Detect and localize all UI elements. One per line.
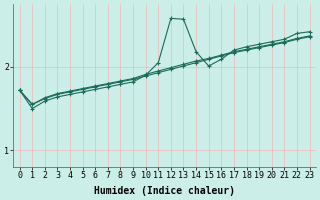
- X-axis label: Humidex (Indice chaleur): Humidex (Indice chaleur): [94, 186, 235, 196]
